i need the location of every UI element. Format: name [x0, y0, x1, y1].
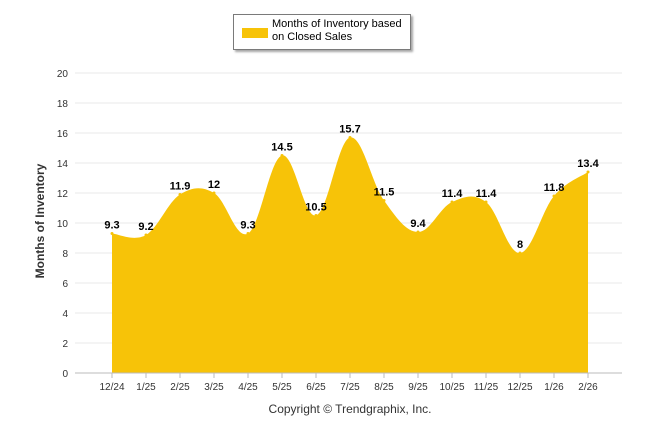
axes: 0 2 4 6 8 10 12 14 16 18 20 12/24 1/25 2/25 3/25 4/25 5/…: [57, 69, 622, 393]
data-label-5/25: 14.5: [271, 142, 292, 154]
data-point-7/25: [348, 136, 352, 139]
y-tick-label-2: 2: [62, 339, 68, 350]
x-tick-label-7/25: 7/25: [340, 382, 360, 393]
x-tick-label-5/25: 5/25: [272, 382, 292, 393]
data-label-1/25: 9.2: [138, 221, 153, 233]
x-tick-label-12/24: 12/24: [99, 382, 124, 393]
data-label-3/25: 12: [208, 179, 220, 191]
data-label-4/25: 9.3: [240, 220, 255, 232]
data-label-2/26: 13.4: [577, 158, 599, 170]
data-label-12/25: 8: [517, 239, 523, 251]
x-tick-label-10/25: 10/25: [439, 382, 464, 393]
x-tick-label-9/25: 9/25: [408, 382, 428, 393]
x-tick-label-8/25: 8/25: [374, 382, 394, 393]
data-point-2/25: [178, 193, 182, 196]
data-label-2/25: 11.9: [170, 181, 191, 193]
data-label-9/25: 9.4: [410, 218, 426, 230]
x-tick-label-6/25: 6/25: [306, 382, 326, 393]
y-tick-label-0: 0: [62, 369, 68, 380]
x-tick-label-11/25: 11/25: [474, 382, 499, 393]
data-point-2/26: [586, 170, 590, 174]
data-point-3/25: [212, 191, 216, 195]
data-point-12/25: [518, 251, 522, 255]
legend: Months of Inventory based on Closed Sale…: [233, 14, 411, 50]
data-label-12/24: 9.3: [104, 220, 119, 232]
y-tick-label-20: 20: [57, 69, 69, 80]
data-point-1/25: [144, 233, 148, 237]
data-label-10/25: 11.4: [442, 188, 464, 200]
x-tick-label-1/25: 1/25: [136, 382, 156, 393]
data-point-8/25: [382, 199, 386, 202]
data-point-4/25: [246, 232, 250, 235]
area-series: [110, 136, 590, 373]
data-point-5/25: [280, 154, 284, 157]
data-label-1/26: 11.8: [544, 182, 565, 194]
data-label-6/25: 10.5: [305, 202, 326, 214]
y-tick-label-12: 12: [57, 189, 69, 200]
x-tick-label-3/25: 3/25: [204, 382, 224, 393]
data-point-11/25: [484, 200, 488, 204]
y-tick-label-10: 10: [57, 219, 69, 230]
y-tick-label-18: 18: [57, 99, 69, 110]
y-tick-label-4: 4: [62, 309, 68, 320]
data-point-9/25: [416, 230, 420, 234]
data-label-8/25: 11.5: [374, 187, 395, 199]
data-label-7/25: 15.7: [339, 124, 360, 136]
y-axis-title: Months of Inventory: [33, 163, 47, 279]
data-labels: 9.3 9.2 11.9 12 9.3 14.5 10.5 15.7 11.5 9.4 11.4 11…: [104, 124, 599, 252]
data-point-1/26: [552, 194, 556, 198]
data-label-11/25: 11.4: [476, 188, 498, 200]
x-tick-label-12/25: 12/25: [507, 382, 532, 393]
copyright-text: Copyright © Trendgraphix, Inc.: [268, 402, 432, 416]
area-fill: [112, 137, 588, 373]
legend-swatch: [242, 28, 268, 38]
x-tick-label-4/25: 4/25: [238, 382, 258, 393]
y-tick-label-8: 8: [62, 249, 68, 260]
y-tick-label-14: 14: [57, 159, 69, 170]
x-tick-label-2/25: 2/25: [170, 382, 190, 393]
data-point-6/25: [314, 214, 318, 217]
y-tick-label-6: 6: [62, 279, 68, 290]
x-tick-label-1/26: 1/26: [544, 382, 564, 393]
legend-label: Months of Inventory based on Closed Sale…: [272, 18, 402, 43]
y-tick-label-16: 16: [57, 129, 69, 140]
data-point-10/25: [450, 200, 454, 204]
data-point-12/24: [110, 232, 114, 235]
x-tick-label-2/26: 2/26: [578, 382, 598, 393]
